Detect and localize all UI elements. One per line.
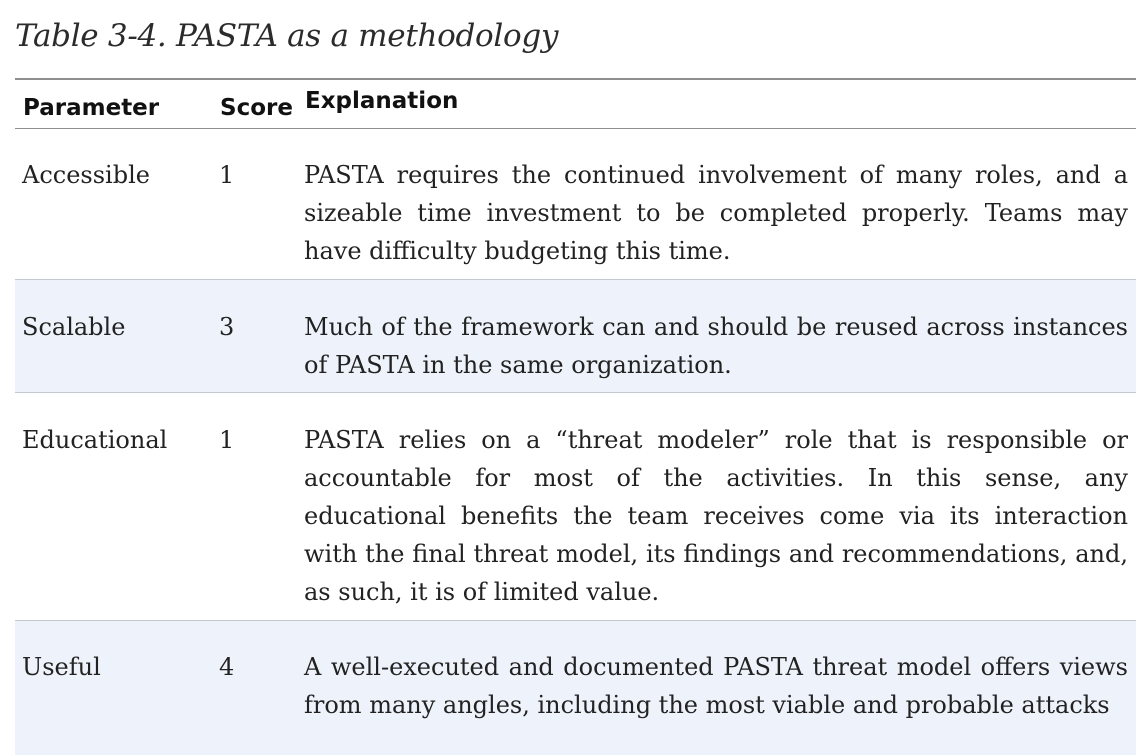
table-top-rule [15, 78, 1136, 80]
table-header-row: Parameter Score Explanation [15, 80, 1136, 129]
table-row: Educational 1 PASTA relies on a “threat … [15, 393, 1136, 621]
header-explanation: Explanation [305, 88, 459, 114]
parameter-cell: Scalable [22, 313, 126, 341]
explanation-cell: PASTA relies on a “threat modeler” role … [304, 426, 1128, 606]
score-cell: 1 [219, 161, 235, 189]
table-row: Scalable 3 Much of the framework can and… [15, 280, 1136, 393]
score-cell: 1 [219, 426, 235, 454]
score-cell: 3 [219, 313, 235, 341]
table-caption: Table 3-4. PASTA as a methodology [15, 18, 559, 54]
parameter-cell: Useful [22, 653, 101, 681]
explanation-cell: A well-executed and documented PASTA thr… [304, 653, 1128, 719]
table-row: Accessible 1 PASTA requires the continue… [15, 129, 1136, 280]
parameter-cell: Educational [22, 426, 168, 454]
explanation-cell: Much of the framework can and should be … [304, 313, 1128, 379]
explanation-cell: PASTA requires the continued involvement… [304, 161, 1128, 265]
table-row: Useful 4 A well-executed and documented … [15, 621, 1136, 755]
header-score: Score [220, 95, 293, 121]
header-parameter: Parameter [23, 95, 160, 121]
score-cell: 4 [219, 653, 235, 681]
parameter-cell: Accessible [22, 161, 150, 189]
